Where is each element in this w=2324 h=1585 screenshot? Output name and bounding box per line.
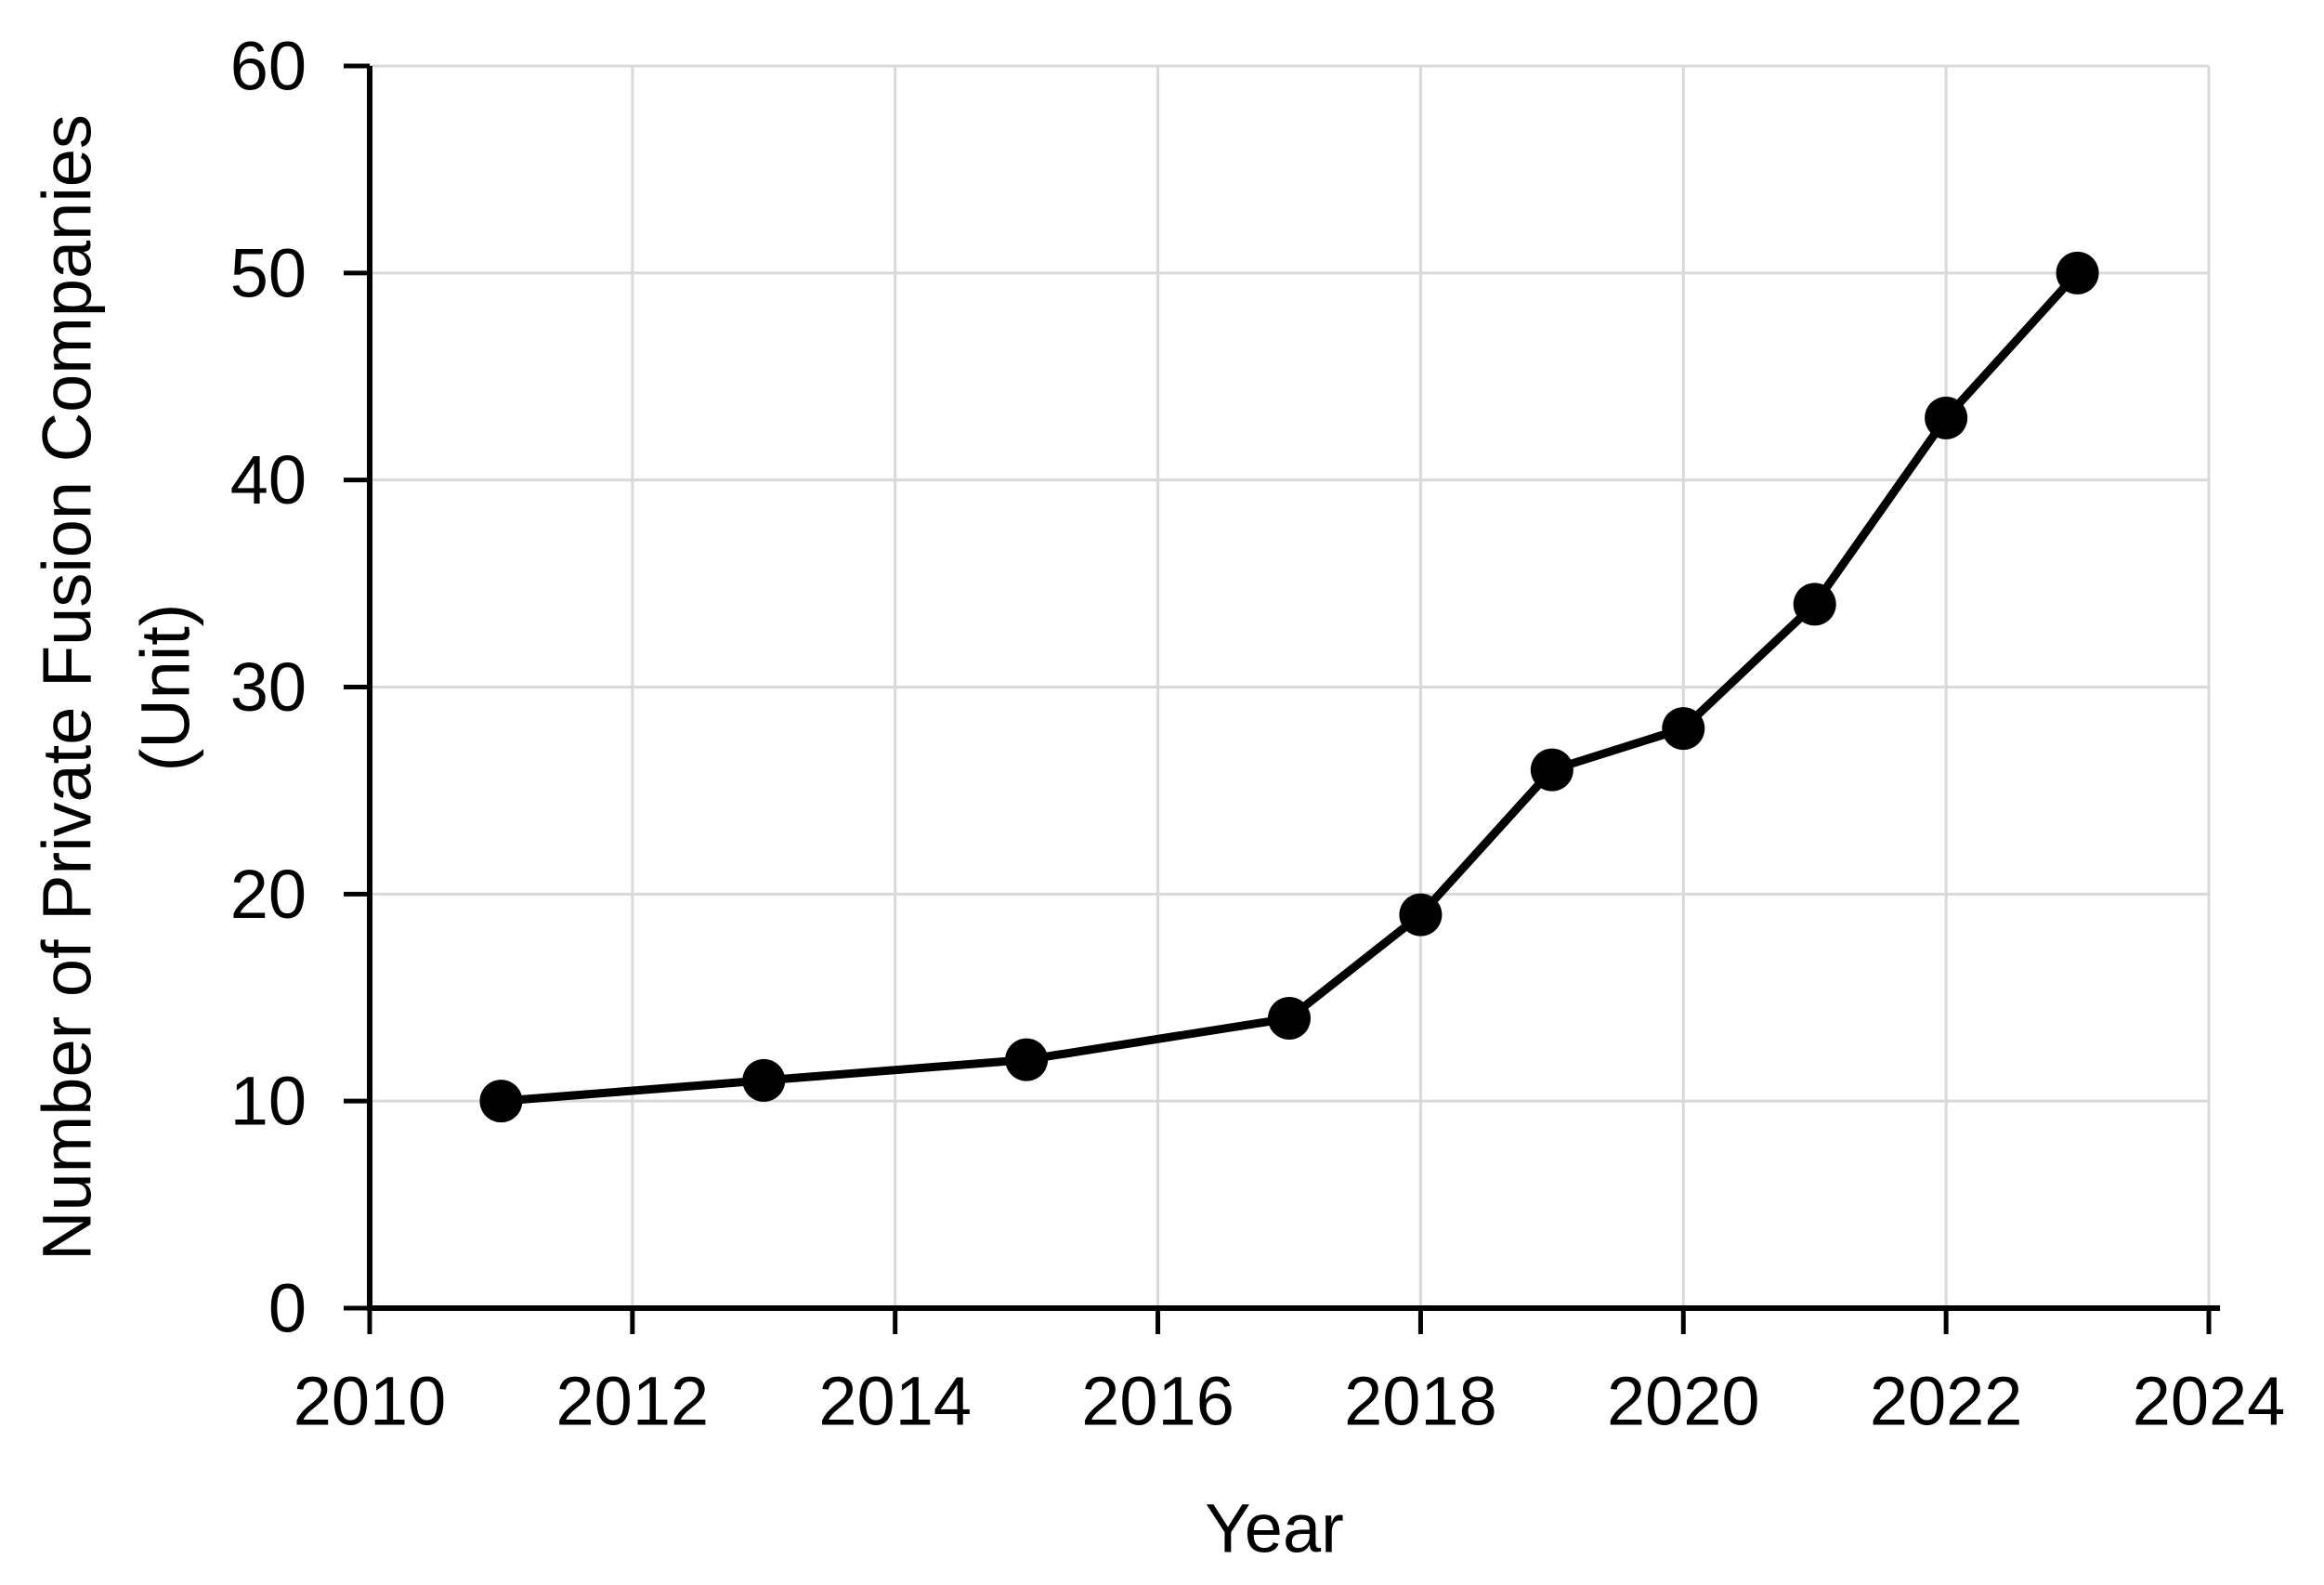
y-axis-tick-label: 10 (230, 1063, 307, 1140)
data-point (742, 1058, 786, 1102)
data-point (1268, 997, 1311, 1041)
x-axis-tick-label: 2016 (1081, 1363, 1234, 1440)
y-axis-tick-label: 30 (230, 648, 307, 726)
data-point (1662, 707, 1705, 751)
data-point (2056, 251, 2099, 295)
data-point (1925, 396, 1968, 439)
x-axis-tick-label: 2020 (1607, 1363, 1760, 1440)
data-point (479, 1080, 523, 1123)
x-axis-tick-label: 2012 (556, 1363, 710, 1440)
y-axis-tick-label: 0 (268, 1270, 307, 1347)
series-line (501, 269, 2081, 1106)
data-series (479, 251, 2099, 1123)
x-axis-tick-label: 2018 (1344, 1363, 1497, 1440)
x-axis-title: Year (1205, 1490, 1344, 1567)
data-point (1530, 748, 1573, 792)
data-point (1793, 583, 1836, 626)
y-axis-title-line2: (Unit) (127, 604, 204, 772)
x-axis-tick-label: 2010 (294, 1363, 447, 1440)
data-point (1399, 893, 1443, 937)
data-point (1005, 1038, 1049, 1081)
x-axis-tick-label: 2024 (2133, 1363, 2286, 1440)
y-axis-tick-labels: 0 10 20 30 40 50 60 (230, 28, 307, 1347)
y-axis-tick-label: 20 (230, 856, 307, 933)
x-axis-tick-labels: 2010 2012 2014 2016 2018 2020 2022 2024 (294, 1363, 2286, 1440)
x-axis-tick-label: 2014 (818, 1363, 972, 1440)
y-axis-title-line1: Number of Private Fusion Companies (29, 114, 106, 1261)
axis-tick-marks (344, 63, 2212, 1334)
y-axis-tick-label: 40 (230, 441, 307, 518)
y-axis-tick-label: 50 (230, 234, 307, 311)
y-axis-tick-label: 60 (230, 28, 307, 105)
gridlines (370, 64, 2211, 1308)
x-axis-tick-label: 2022 (1870, 1363, 2023, 1440)
